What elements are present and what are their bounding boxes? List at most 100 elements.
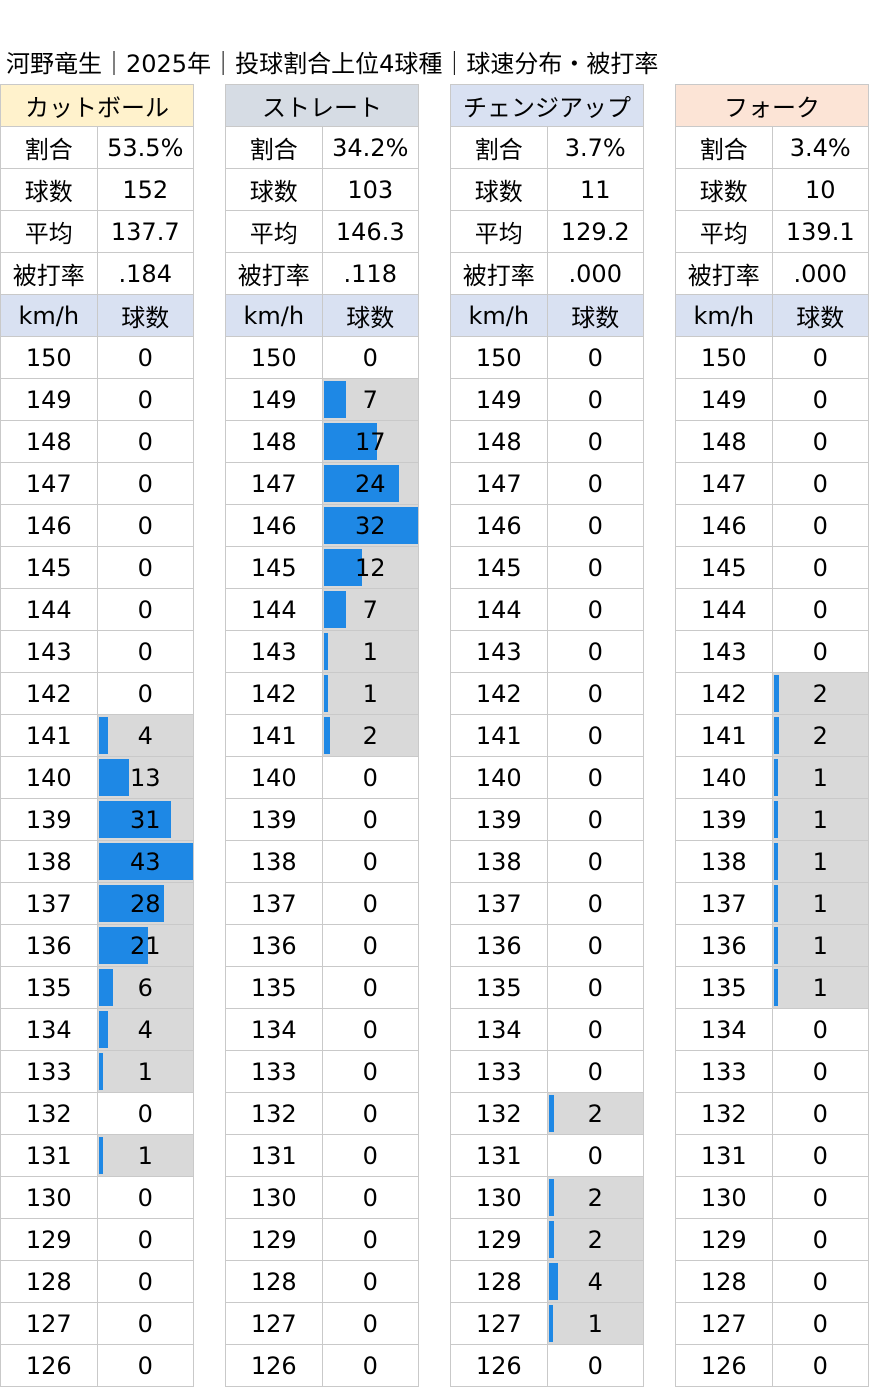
distribution-row: 131 0	[675, 1134, 869, 1177]
avg-value: 139.1	[771, 210, 869, 253]
count-cell: 0	[546, 546, 644, 589]
ratio-label: 割合	[450, 126, 548, 169]
distribution-row: 145 0	[0, 546, 194, 589]
speed-label: 150	[0, 336, 98, 379]
distribution-row: 134 0	[225, 1008, 419, 1051]
count-value-label: 0	[812, 511, 828, 540]
speed-label: 148	[225, 420, 323, 463]
count-value-label: 0	[362, 1183, 378, 1212]
distribution-row: 131 1	[0, 1134, 194, 1177]
count-value: 152	[96, 168, 194, 211]
count-value-label: 0	[362, 973, 378, 1002]
speed-column-header: km/h	[675, 294, 773, 337]
panel-changeup: チェンジアップ 割合 3.7% 球数 11 平均 129.2 被打率 .000 km/h…	[450, 84, 644, 1387]
count-value-label: 0	[137, 1225, 153, 1254]
distribution-row: 132 0	[225, 1092, 419, 1135]
speed-label: 148	[0, 420, 98, 463]
distribution-row: 149 0	[0, 378, 194, 421]
count-cell: 32	[321, 504, 419, 547]
count-cell: 2	[321, 714, 419, 757]
count-cell: 0	[321, 336, 419, 379]
fork-table: フォーク 割合 3.4% 球数 10 平均 139.1 被打率 .000 km/h 球数 …	[675, 84, 869, 1387]
speed-label: 138	[675, 840, 773, 883]
count-cell: 0	[321, 840, 419, 883]
ba-label: 被打率	[675, 252, 773, 295]
count-cell: 0	[771, 546, 869, 589]
count-label: 球数	[675, 168, 773, 211]
count-bar	[323, 633, 328, 670]
distribution-row: 139 31	[0, 798, 194, 841]
distribution-row: 128 0	[675, 1260, 869, 1303]
count-bar	[773, 843, 778, 880]
distribution-row: 131 0	[450, 1134, 644, 1177]
count-bar	[773, 675, 779, 712]
count-cell: 0	[321, 882, 419, 925]
count-value-label: 0	[137, 1351, 153, 1380]
count-cell: 24	[321, 462, 419, 505]
count-cell: 0	[321, 1134, 419, 1177]
avg-label: 平均	[450, 210, 548, 253]
speed-label: 145	[0, 546, 98, 589]
count-value-label: 0	[362, 889, 378, 918]
count-cell: 0	[321, 1050, 419, 1093]
distribution-row: 129 0	[0, 1218, 194, 1261]
speed-label: 144	[675, 588, 773, 631]
distribution-row: 137 0	[450, 882, 644, 925]
count-cell: 0	[96, 588, 194, 631]
count-cell: 2	[546, 1176, 644, 1219]
speed-label: 126	[450, 1344, 548, 1387]
speed-label: 143	[450, 630, 548, 673]
count-bar	[98, 1137, 103, 1174]
count-bar	[323, 717, 330, 754]
count-bar	[548, 1221, 554, 1258]
distribution-row: 138 0	[450, 840, 644, 883]
distribution-row: 133 0	[675, 1050, 869, 1093]
count-column-header: 球数	[96, 294, 194, 337]
count-cell: 28	[96, 882, 194, 925]
count-value-label: 24	[354, 469, 386, 498]
count-bar	[548, 1263, 558, 1300]
count-cell: 1	[771, 840, 869, 883]
count-cell: 0	[771, 378, 869, 421]
count-cell: 0	[771, 504, 869, 547]
count-value-label: 0	[137, 385, 153, 414]
count-value-label: 0	[812, 1183, 828, 1212]
count-cell: 2	[771, 672, 869, 715]
ba-label: 被打率	[450, 252, 548, 295]
speed-label: 141	[225, 714, 323, 757]
speed-label: 149	[0, 378, 98, 421]
count-value-label: 1	[812, 973, 828, 1002]
count-value-label: 0	[812, 1309, 828, 1338]
speed-label: 134	[450, 1008, 548, 1051]
distribution-row: 143 0	[0, 630, 194, 673]
distribution-row: 138 1	[675, 840, 869, 883]
distribution-row: 130 2	[450, 1176, 644, 1219]
count-cell: 0	[771, 336, 869, 379]
distribution-row: 143 1	[225, 630, 419, 673]
count-bar	[98, 717, 108, 754]
count-bar	[773, 885, 778, 922]
speed-label: 136	[675, 924, 773, 967]
distribution-row: 148 0	[675, 420, 869, 463]
speed-label: 132	[675, 1092, 773, 1135]
distribution-row: 144 0	[675, 588, 869, 631]
count-bar	[548, 1305, 553, 1342]
count-cell: 21	[96, 924, 194, 967]
speed-label: 137	[0, 882, 98, 925]
count-value-label: 0	[587, 889, 603, 918]
ba-value: .118	[321, 252, 419, 295]
count-value-label: 0	[812, 1141, 828, 1170]
speed-label: 145	[225, 546, 323, 589]
count-bar	[773, 927, 778, 964]
changeup-table: チェンジアップ 割合 3.7% 球数 11 平均 129.2 被打率 .000 km/h…	[450, 84, 644, 1387]
count-value-label: 7	[362, 385, 378, 414]
count-value-label: 0	[587, 469, 603, 498]
count-cell: 0	[321, 798, 419, 841]
speed-distribution: 150 0 149 0 148 0 147 0 146 0 145 0 144 0 143 0 142 0 141 0…	[450, 336, 644, 1387]
count-value-label: 4	[137, 721, 153, 750]
speed-label: 139	[450, 798, 548, 841]
speed-label: 149	[450, 378, 548, 421]
page-title: 河野竜生｜2025年｜投球割合上位4球種｜球速分布・被打率	[6, 50, 659, 78]
count-cell: 12	[321, 546, 419, 589]
speed-column-header: km/h	[450, 294, 548, 337]
